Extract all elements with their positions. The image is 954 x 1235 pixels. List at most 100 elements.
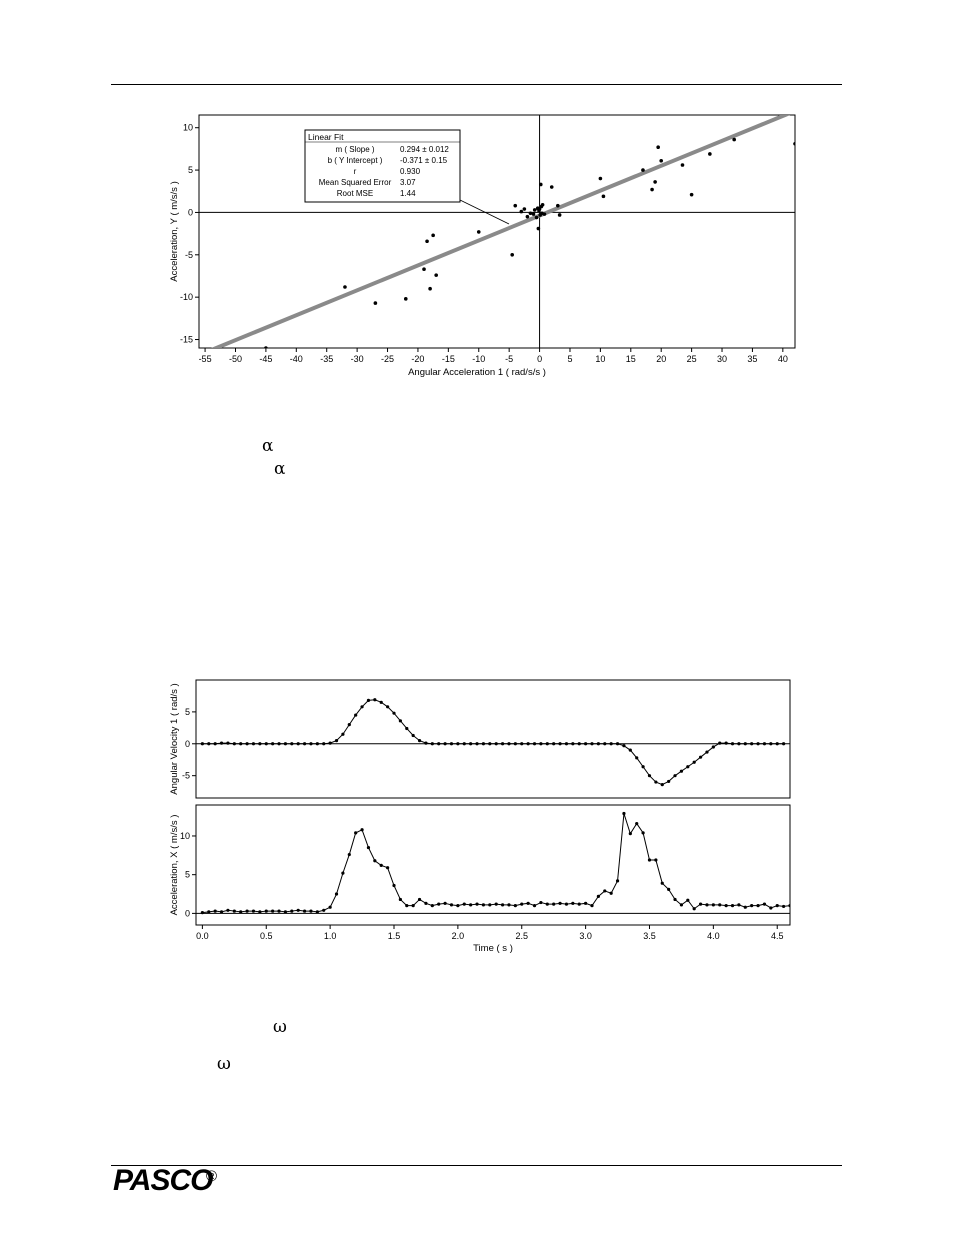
series-point [718,903,722,907]
fit-stat-value: 0.294 ± 0.012 [400,145,449,154]
x-tick-label: 4.0 [707,931,720,941]
series-point [417,738,422,743]
series-point [424,901,428,905]
x-tick-label: -50 [229,354,242,364]
series-point [264,909,268,913]
x-tick-label: -55 [199,354,212,364]
data-point [708,152,712,156]
series-point [730,742,735,746]
series-point [386,866,390,870]
series-point [718,741,722,745]
ts-plot-area [200,698,786,787]
series-point [622,744,626,748]
x-tick-label: -45 [259,354,272,364]
data-point [532,208,537,212]
data-point [522,207,527,211]
series-point [296,908,300,912]
fit-stat-value: 3.07 [400,178,416,187]
x-tick-label: 1.5 [388,931,401,941]
series-point [660,881,664,885]
series-point [698,755,703,759]
series-point [775,904,779,908]
ts-plot-area [200,811,790,915]
series-point [315,910,319,914]
series-point [469,903,473,907]
y-tick-label: -15 [180,335,193,345]
y-tick-label: -5 [182,771,190,781]
omega-symbol-2: ω [217,1054,231,1074]
data-point [431,233,435,238]
series-point [366,845,371,850]
series-point [309,742,313,746]
series-point [379,700,383,704]
x-tick-label: 40 [778,354,788,364]
fit-stat-label: b ( Y Intercept ) [328,156,383,165]
series-point [443,742,447,746]
series-point [724,741,728,745]
data-point [428,286,432,291]
series-point [430,904,434,908]
x-tick-label: 5 [567,354,572,364]
x-tick-label: 0 [537,354,542,364]
series-point [341,732,345,736]
series-point [750,742,754,746]
data-point [659,158,664,163]
series-point [462,902,466,906]
series-point [264,742,268,746]
series-point [500,742,505,746]
series-point [564,902,569,906]
series-point [520,902,524,906]
series-point [539,742,543,746]
series-point [552,902,556,906]
scatter-frame [198,114,796,349]
series-point [213,909,217,913]
data-point [373,301,378,305]
series-point [207,910,211,914]
series-point [692,907,696,911]
series-point [513,742,517,746]
series-point [411,733,415,738]
data-point [343,285,347,289]
series-point [296,742,300,746]
data-point [525,214,530,219]
data-point [557,213,562,217]
series-point [769,906,773,910]
x-tick-label: 15 [626,354,636,364]
x-tick-label: 3.5 [643,931,656,941]
data-point [264,346,268,348]
data-point [434,273,438,277]
data-point [403,297,408,301]
series-point [711,903,715,907]
header-rule [111,84,842,85]
series-point [488,742,492,746]
series-point [347,852,351,857]
series-point [596,742,600,746]
series-point [775,742,779,746]
x-tick-label: 0.5 [260,931,273,941]
series-point [245,742,249,746]
series-point [398,719,402,723]
series-point [424,741,428,745]
series-point [386,705,390,709]
series-point [724,904,728,908]
series-line [202,813,790,914]
series-point [500,903,505,907]
series-point [488,903,492,907]
series-point [609,891,613,895]
series-point [590,742,594,746]
series-point [302,909,307,913]
series-point [686,765,690,769]
data-point [542,212,547,216]
series-point [411,904,415,908]
series-point [398,897,402,902]
series-point [737,903,741,907]
series-point [577,902,581,906]
series-point [622,811,626,816]
y-tick-label: 5 [188,165,193,175]
series-point [520,742,524,746]
series-point [219,910,224,914]
series-point [462,742,466,746]
alpha-symbol-2: α [274,459,286,479]
series-point [392,883,396,888]
data-point [793,142,795,146]
